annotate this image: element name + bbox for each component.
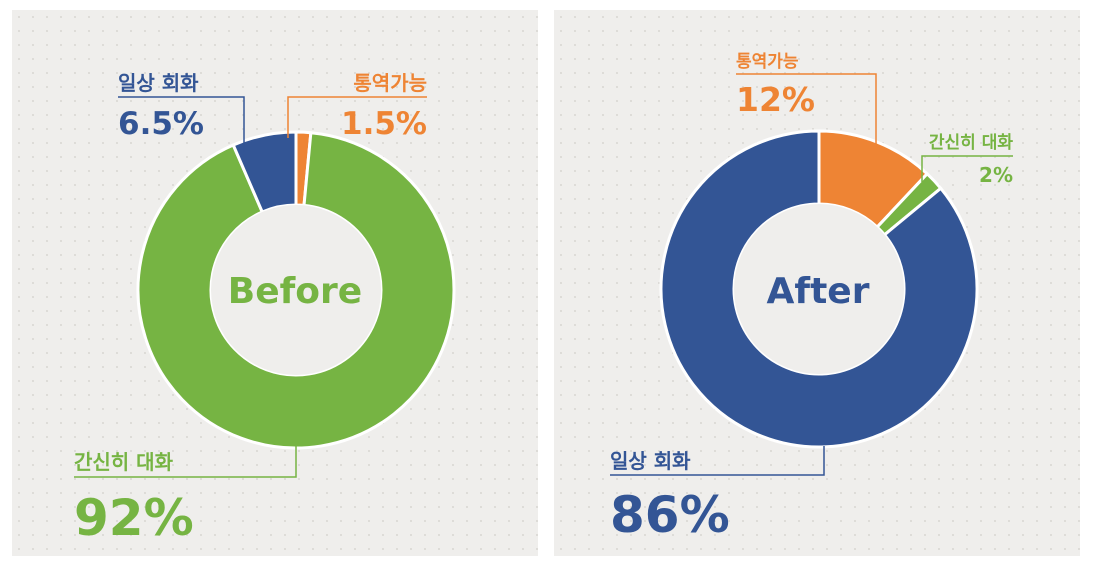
before-donut-chart: Before 일상 회화 6.5% 통역가능 1.5% 간신히 대화 92% <box>74 71 456 547</box>
after-interpret-label: 통역가능 <box>736 52 799 72</box>
leader-line-before-interpret <box>287 96 427 138</box>
leader-line-after-interpret <box>736 73 877 144</box>
before-daily-label: 일상 회화 <box>118 71 199 95</box>
after-panel: After 통역가능 12% 간신히 대화 2% 일상 회화 86% <box>554 10 1080 556</box>
after-barely-label: 간신히 대화 <box>929 133 1013 153</box>
after-daily-label: 일상 회화 <box>610 449 691 473</box>
before-daily-value: 6.5% <box>118 106 204 142</box>
after-donut-hole <box>734 204 904 374</box>
before-donut-hole <box>211 205 381 375</box>
leader-line-before-daily <box>118 96 245 152</box>
after-daily-value: 86% <box>610 486 730 544</box>
before-panel: Before 일상 회화 6.5% 통역가능 1.5% 간신히 대화 92% <box>12 10 538 556</box>
after-center-label: After <box>767 271 870 312</box>
before-interpret-value: 1.5% <box>341 106 427 142</box>
after-donut-chart: After 통역가능 12% 간신히 대화 2% 일상 회화 86% <box>610 52 1013 544</box>
leader-line-after-barely <box>921 155 1013 182</box>
before-center-label: Before <box>228 271 362 312</box>
before-barely-label: 간신히 대화 <box>74 450 174 474</box>
before-slice-2 <box>231 130 298 214</box>
leader-line-after-daily <box>610 446 825 476</box>
before-interpret-label: 통역가능 <box>353 71 427 95</box>
after-interpret-value: 12% <box>736 80 815 119</box>
leader-line-before-barely <box>74 446 297 478</box>
after-barely-value: 2% <box>979 163 1013 187</box>
before-barely-value: 92% <box>74 489 194 547</box>
